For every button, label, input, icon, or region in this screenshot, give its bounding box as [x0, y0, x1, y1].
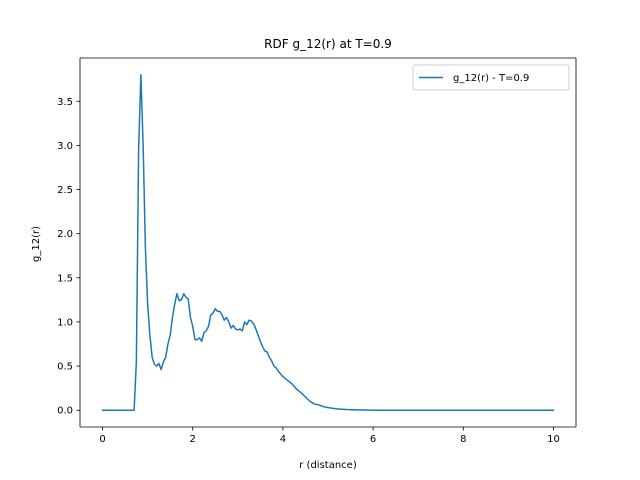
x-tick-label: 0 — [99, 434, 105, 445]
x-tick-label: 10 — [547, 434, 560, 445]
y-tick-label: 0.0 — [57, 406, 73, 417]
plot-area: 0 2 4 6 8 10 0.0 0.5 1.0 1.5 2.0 2.5 3.0 3.5 g_12(r) -… — [57, 57, 577, 445]
x-tick-label: 8 — [460, 434, 466, 445]
y-tick-label: 3.0 — [57, 141, 73, 152]
legend-box — [412, 64, 570, 91]
chart-title: RDF g_12(r) at T=0.9 — [264, 37, 392, 51]
y-tick-label: 2.5 — [57, 185, 73, 196]
y-tick-label: 1.5 — [57, 273, 73, 284]
legend-label: g_12(r) - T=0.9 — [453, 73, 529, 84]
series-line-0 — [101, 74, 555, 411]
y-tick-label: 3.5 — [57, 97, 73, 108]
y-axis-title: g_12(r) — [31, 226, 42, 262]
x-tick-label: 2 — [190, 434, 196, 445]
y-tick-label: 0.5 — [57, 362, 73, 373]
y-tick-label: 2.0 — [57, 229, 73, 240]
x-tick-label: 6 — [370, 434, 376, 445]
x-tick-label: 4 — [280, 434, 286, 445]
y-tick-label: 1.0 — [57, 317, 73, 328]
x-axis-title: r (distance) — [299, 460, 357, 471]
